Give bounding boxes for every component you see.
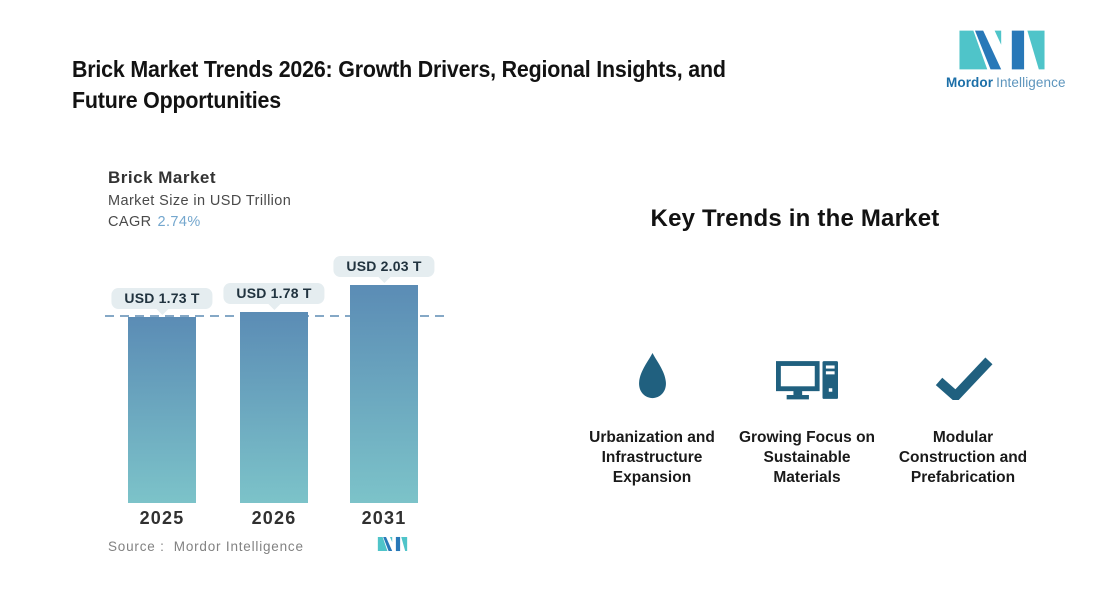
mordor-intelligence-logo-icon xyxy=(959,30,1045,70)
bar xyxy=(350,285,418,503)
trend-item: Growing Focus on Sustainable Materials xyxy=(727,350,887,488)
chart-subtitle: Market Size in USD Trillion xyxy=(108,193,292,209)
trend-item: Modular Construction and Prefabrication xyxy=(883,350,1043,488)
brand-logo: Mordor Intelligence xyxy=(946,28,1065,90)
chart-title: Brick Market xyxy=(108,168,217,187)
trend-label: Urbanization and Infrastructure Expansio… xyxy=(589,429,715,486)
trend-item: Urbanization and Infrastructure Expansio… xyxy=(572,350,732,488)
key-trends-heading: Key Trends in the Market xyxy=(650,205,940,232)
water-drop-icon xyxy=(572,350,732,400)
cagr-value: 2.74% xyxy=(157,214,201,230)
x-axis-tick: 2031 xyxy=(361,508,407,528)
page-title-line2: Future Opportunities xyxy=(72,87,281,113)
computer-icon xyxy=(727,350,887,400)
bar xyxy=(240,312,308,503)
chart-cagr: CAGR 2.74% xyxy=(108,214,201,230)
source-attribution: Source : Mordor Intelligence xyxy=(108,539,304,554)
cagr-label: CAGR xyxy=(108,214,152,230)
bar-value-tooltip: USD 2.03 T xyxy=(333,256,435,283)
mordor-intelligence-mini-logo-icon xyxy=(377,536,408,552)
checkmark-icon xyxy=(883,350,1043,400)
brand-name-light: Intelligence xyxy=(996,75,1066,90)
trend-label: Modular Construction and Prefabrication xyxy=(898,429,1028,486)
brand-name-bold: Mordor xyxy=(946,75,994,90)
page-title-line1: Brick Market Trends 2026: Growth Drivers… xyxy=(72,56,726,82)
brand-wordmark: Mordor Intelligence xyxy=(946,75,1065,90)
bar xyxy=(128,317,196,503)
bar-value-tooltip: USD 1.73 T xyxy=(111,288,213,315)
trend-label: Growing Focus on Sustainable Materials xyxy=(738,429,876,486)
page-title: Brick Market Trends 2026: Growth Drivers… xyxy=(72,54,726,116)
x-axis-tick: 2026 xyxy=(251,508,297,528)
x-axis-tick: 2025 xyxy=(139,508,185,528)
bar-chart: USD 1.73 T 2025 USD 1.78 T 2026 USD 2.03… xyxy=(105,240,450,528)
bar-value-tooltip: USD 1.78 T xyxy=(223,283,325,310)
